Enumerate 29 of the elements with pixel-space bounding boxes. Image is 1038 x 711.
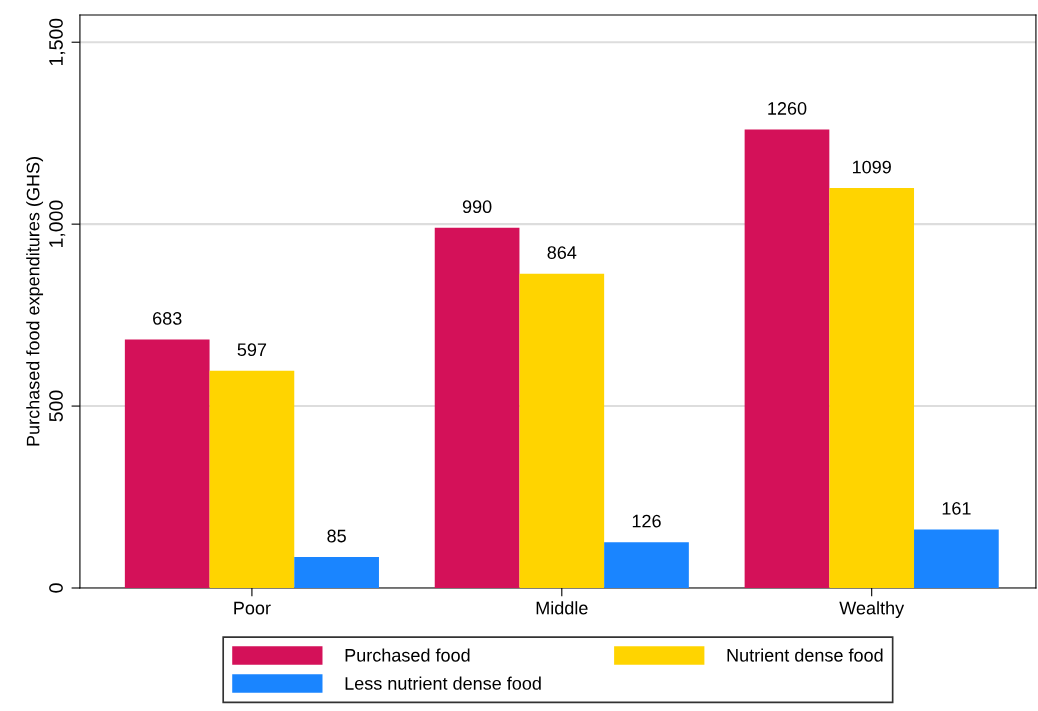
legend-label: Less nutrient dense food bbox=[345, 676, 541, 690]
bar bbox=[294, 557, 379, 588]
legend-label: Nutrient dense food bbox=[727, 648, 883, 662]
y-tick-label: 1,000 bbox=[49, 200, 66, 247]
data-label: 990 bbox=[462, 200, 492, 214]
y-axis-title: Purchased food expenditures (GHS) bbox=[26, 157, 44, 446]
bar bbox=[434, 227, 520, 588]
x-tick-label: Wealthy bbox=[839, 601, 905, 619]
bar bbox=[604, 542, 689, 588]
data-label: 683 bbox=[153, 312, 182, 325]
data-label: 597 bbox=[237, 343, 267, 357]
data-label: 85 bbox=[327, 529, 346, 543]
bar bbox=[124, 339, 210, 588]
data-label: 1260 bbox=[768, 102, 807, 115]
bar bbox=[744, 129, 830, 588]
bar bbox=[914, 529, 999, 588]
bar bbox=[829, 188, 915, 588]
data-label: 864 bbox=[547, 246, 577, 259]
data-label: 126 bbox=[632, 514, 661, 528]
x-tick-label: Middle bbox=[536, 601, 588, 615]
legend-label: Purchased food bbox=[345, 648, 470, 662]
data-label: 161 bbox=[942, 501, 971, 515]
bar bbox=[209, 370, 295, 588]
y-tick-label: 0 bbox=[49, 583, 63, 593]
x-tick-label: Poor bbox=[234, 601, 271, 615]
bar bbox=[519, 273, 605, 588]
data-label: 1099 bbox=[852, 160, 891, 174]
y-tick-label: 500 bbox=[49, 390, 63, 422]
y-tick-label: 1,500 bbox=[49, 18, 66, 66]
